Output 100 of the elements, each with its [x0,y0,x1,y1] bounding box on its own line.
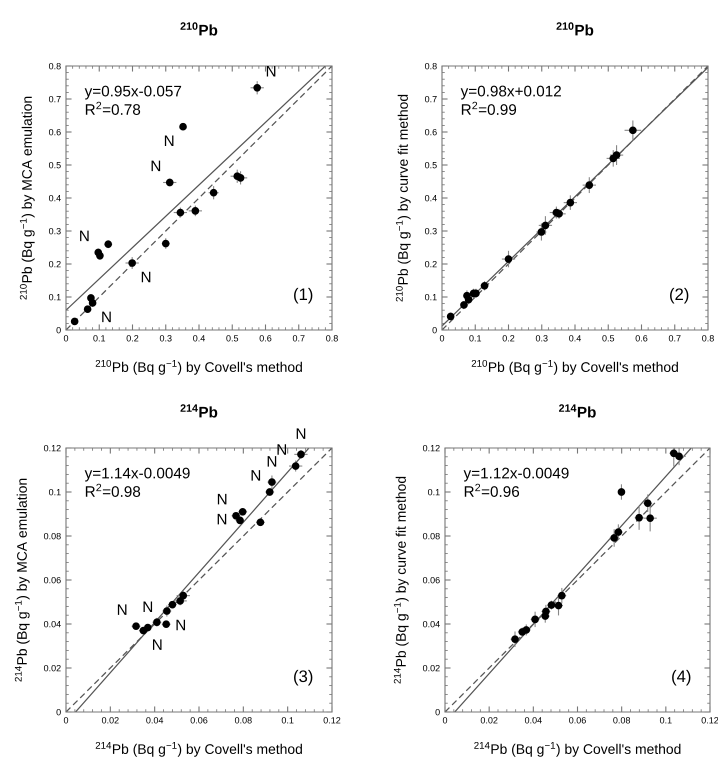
annotation: N [118,604,126,615]
y-tick-label: 0.1 [428,488,440,496]
annotation: N [152,160,160,172]
x-tick-label: 0.04 [524,717,542,724]
annotation: N [266,66,276,76]
y-tick-label: 0.2 [48,260,61,268]
annotation: N [80,230,89,242]
y-tick-label: 0.5 [48,162,61,168]
x-tick-label: 0 [64,335,68,342]
y-tick-label: 0.1 [48,488,61,496]
annotation: R$^{2}$=0.96 [464,484,520,497]
annotation: N [144,602,152,612]
annotation: y=0.98x+0.012 [460,86,561,100]
y-tick-label: 0.04 [44,620,61,628]
y-axis-title: $^{210}$Pb (Bq g$^{−1}$) by curve fit method [396,94,411,302]
annotation: N [176,620,186,630]
annotation: y=1.12x-0.0049 [464,468,569,482]
x-tick-label: 0.02 [102,717,119,724]
y-axis-title: $^{210}$Pb (Bq g$^{−1}$) by MCA emulation [20,96,35,300]
y-tick-label: 0.02 [44,664,61,672]
annotation: N [268,456,276,467]
x-tick-label: 0.2 [126,335,138,342]
y-tick-label: 0.12 [422,444,440,452]
x-axis-title: $^{210}$Pb (Bq g$^{−1}$) by Covell's method [96,360,302,375]
y-tick-label: 0.06 [44,576,61,584]
annotation: y=0.95x-0.057 [84,86,182,100]
annotation: y=1.14x-0.0049 [84,468,190,482]
annotation: R$^{2}$=0.78 [86,102,140,115]
x-tick-label: 0.5 [226,335,238,342]
x-tick-label: 0.8 [702,335,714,342]
x-tick-label: 0.06 [569,717,586,724]
x-tick-label: 0.4 [569,335,582,342]
x-tick-label: 0.1 [93,335,106,342]
y-tick-label: 0.06 [422,576,440,584]
y-axis-title: $^{214}$Pb (Bq g$^{−1}$) by curve fit method [394,476,409,684]
y-tick-label: 0.4 [48,194,61,202]
x-tick-label: 0.12 [702,717,718,724]
annotation: N [142,272,150,282]
chart-title: $^{214}$Pb [558,404,596,418]
x-axis-title: $^{214}$Pb (Bq g$^{−1}$) by Covell's method [474,742,680,757]
x-tick-label: 0.04 [146,717,164,724]
y-tick-label: 0.02 [422,664,440,672]
y-tick-label: 0.1 [48,294,61,300]
y-tick-label: 0.6 [48,128,61,136]
y-tick-label: 0.7 [424,96,437,102]
x-axis-title: $^{214}$Pb (Bq g$^{−1}$) by Covell's method [96,742,302,757]
x-tick-label: 0.3 [160,335,172,342]
x-tick-label: 0 [442,717,448,724]
y-tick-label: 0 [432,326,437,334]
x-axis-title: $^{210}$Pb (Bq g$^{−1}$) by Covell's method [472,360,678,375]
x-tick-label: 0.4 [193,335,206,342]
y-axis-title: $^{214}$Pb (Bq g$^{−1}$) by MCA emulation [14,478,30,682]
x-tick-label: 0.08 [234,717,252,724]
y-tick-label: 0 [56,708,61,716]
x-tick-label: 0.6 [636,335,648,342]
x-tick-label: 0.1 [660,717,672,724]
x-tick-label: 0.1 [282,717,294,724]
x-tick-label: 0.08 [613,717,630,724]
x-tick-label: 0 [64,717,68,724]
y-tick-label: 0.6 [424,128,437,136]
annotation: (3) [294,670,312,686]
x-tick-label: 0.3 [536,335,548,342]
y-tick-label: 0.8 [48,62,61,70]
x-tick-label: 0.1 [469,335,482,342]
chart-title: $^{210}$Pb [556,22,594,36]
annotation: N [218,494,226,504]
x-tick-label: 0.7 [668,335,681,342]
annotation: (4) [672,670,690,686]
y-tick-label: 0.08 [422,532,440,540]
y-tick-label: 0.2 [424,260,437,268]
annotation: N [218,514,226,524]
annotation: N [152,639,162,650]
y-tick-label: 0.12 [44,444,61,452]
annotation: N [102,312,111,322]
annotation: R$^{2}$=0.99 [462,102,516,115]
y-tick-label: 0.3 [48,228,61,234]
x-tick-label: 0.06 [190,717,208,724]
x-tick-label: 0.8 [326,335,338,342]
y-tick-label: 0.4 [424,194,437,202]
x-tick-label: 0.02 [480,717,498,724]
chart-title: $^{210}$Pb [180,22,218,36]
y-tick-label: 0.8 [424,62,437,70]
y-tick-label: 0.1 [424,294,437,300]
y-tick-label: 0.08 [44,532,61,540]
annotation: N [296,428,306,439]
annotation: N [164,135,174,146]
annotation: (1) [294,288,312,304]
x-tick-label: 0.7 [292,335,305,342]
chart-title: $^{214}$Pb [180,404,218,418]
y-tick-label: 0.5 [424,162,437,168]
annotation: (2) [670,288,688,304]
annotation: N [277,444,286,455]
y-tick-label: 0.7 [48,96,61,102]
annotation: R$^{2}$=0.98 [86,484,140,497]
x-tick-label: 0.2 [502,335,514,342]
y-tick-label: 0.3 [424,228,437,234]
x-tick-label: 0 [440,335,444,342]
y-tick-label: 0.04 [422,620,440,628]
annotation: N [252,470,260,481]
x-tick-label: 0.5 [602,335,614,342]
